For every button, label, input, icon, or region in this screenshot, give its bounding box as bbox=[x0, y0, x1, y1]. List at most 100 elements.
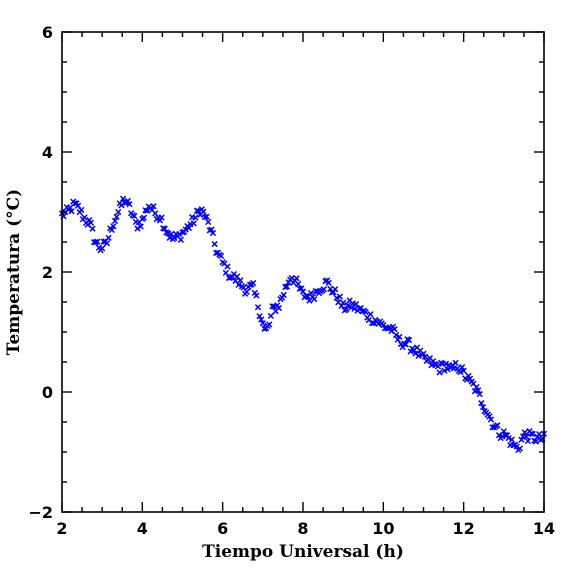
data-point bbox=[152, 210, 159, 217]
data-point bbox=[105, 234, 112, 241]
data-point bbox=[388, 327, 395, 335]
data-point bbox=[405, 336, 413, 344]
data-point bbox=[243, 288, 250, 296]
data-point bbox=[280, 291, 287, 299]
data-point bbox=[224, 263, 231, 270]
data-point bbox=[240, 284, 247, 291]
data-point bbox=[479, 404, 487, 411]
data-point bbox=[505, 434, 512, 442]
data-point bbox=[336, 293, 344, 300]
plot-frame bbox=[61, 31, 545, 513]
data-point bbox=[205, 218, 212, 226]
data-point bbox=[283, 283, 291, 290]
data-point bbox=[84, 221, 91, 228]
data-point bbox=[137, 223, 144, 230]
data-point bbox=[266, 321, 273, 328]
data-point bbox=[370, 319, 377, 327]
data-point bbox=[246, 281, 254, 289]
data-point bbox=[213, 249, 220, 257]
data-point bbox=[508, 436, 515, 443]
data-point bbox=[94, 238, 101, 245]
data-point bbox=[217, 252, 225, 260]
data-point bbox=[161, 225, 168, 232]
data-point bbox=[258, 316, 265, 323]
data-point bbox=[185, 225, 193, 232]
data-point bbox=[473, 383, 480, 391]
data-point bbox=[209, 229, 217, 237]
data-point bbox=[457, 369, 464, 376]
data-point bbox=[529, 430, 536, 438]
x-tick-label: 10 bbox=[372, 519, 394, 538]
data-point bbox=[81, 214, 88, 221]
data-point bbox=[528, 430, 535, 437]
data-point bbox=[513, 443, 520, 450]
data-point bbox=[391, 326, 398, 333]
data-point bbox=[113, 213, 120, 220]
data-point bbox=[134, 225, 141, 232]
data-point bbox=[121, 199, 128, 206]
data-point bbox=[282, 283, 289, 291]
data-point bbox=[523, 433, 530, 440]
data-point bbox=[494, 422, 501, 429]
data-point bbox=[458, 364, 466, 371]
data-point bbox=[293, 275, 300, 282]
data-point bbox=[87, 219, 95, 226]
data-point bbox=[474, 387, 482, 394]
data-point bbox=[89, 225, 96, 232]
data-point bbox=[259, 320, 266, 327]
data-point bbox=[66, 204, 74, 211]
data-point bbox=[111, 217, 119, 225]
data-point bbox=[436, 369, 443, 376]
data-point bbox=[253, 292, 260, 299]
data-point bbox=[303, 292, 310, 300]
y-tick-label: 0 bbox=[42, 383, 53, 402]
data-point bbox=[441, 367, 448, 374]
data-point bbox=[177, 236, 185, 243]
data-point bbox=[524, 437, 532, 445]
data-point bbox=[518, 436, 525, 443]
x-tick-label: 8 bbox=[297, 519, 308, 538]
data-point bbox=[338, 302, 345, 310]
data-point bbox=[250, 279, 257, 287]
data-point bbox=[108, 226, 115, 234]
data-point bbox=[295, 280, 302, 288]
data-point bbox=[150, 203, 157, 210]
data-point bbox=[126, 201, 133, 208]
data-point bbox=[452, 359, 459, 366]
data-point bbox=[516, 445, 524, 452]
data-point bbox=[536, 431, 543, 438]
y-tick-label: 6 bbox=[42, 23, 53, 42]
data-point bbox=[340, 299, 347, 306]
data-point bbox=[78, 206, 85, 214]
y-tick-label: −2 bbox=[28, 503, 53, 522]
x-tick-label: 12 bbox=[453, 519, 475, 538]
data-point bbox=[352, 300, 360, 308]
data-point bbox=[208, 226, 215, 233]
data-point bbox=[68, 208, 75, 215]
data-point bbox=[343, 306, 350, 313]
data-point bbox=[476, 391, 483, 398]
data-point bbox=[254, 304, 262, 311]
data-point bbox=[267, 312, 274, 320]
data-point bbox=[521, 429, 528, 436]
data-point bbox=[486, 413, 493, 420]
data-point bbox=[124, 197, 132, 205]
data-point bbox=[158, 214, 165, 221]
y-axis-title: Temperatura (°C) bbox=[4, 189, 24, 355]
data-point bbox=[466, 375, 474, 382]
data-point bbox=[393, 331, 400, 339]
tick-labels-group: 2 4 6 8 10 12 14 −2 0 2 4 6 bbox=[28, 23, 555, 538]
data-point bbox=[211, 240, 218, 248]
data-point bbox=[182, 226, 189, 233]
data-point bbox=[332, 286, 339, 293]
data-point bbox=[192, 214, 199, 221]
data-point bbox=[362, 308, 369, 316]
data-point bbox=[235, 281, 242, 288]
data-point bbox=[367, 311, 374, 318]
data-point bbox=[532, 438, 540, 445]
data-point bbox=[275, 304, 283, 312]
data-point bbox=[203, 213, 210, 220]
data-point bbox=[487, 416, 495, 423]
data-point bbox=[311, 296, 318, 303]
